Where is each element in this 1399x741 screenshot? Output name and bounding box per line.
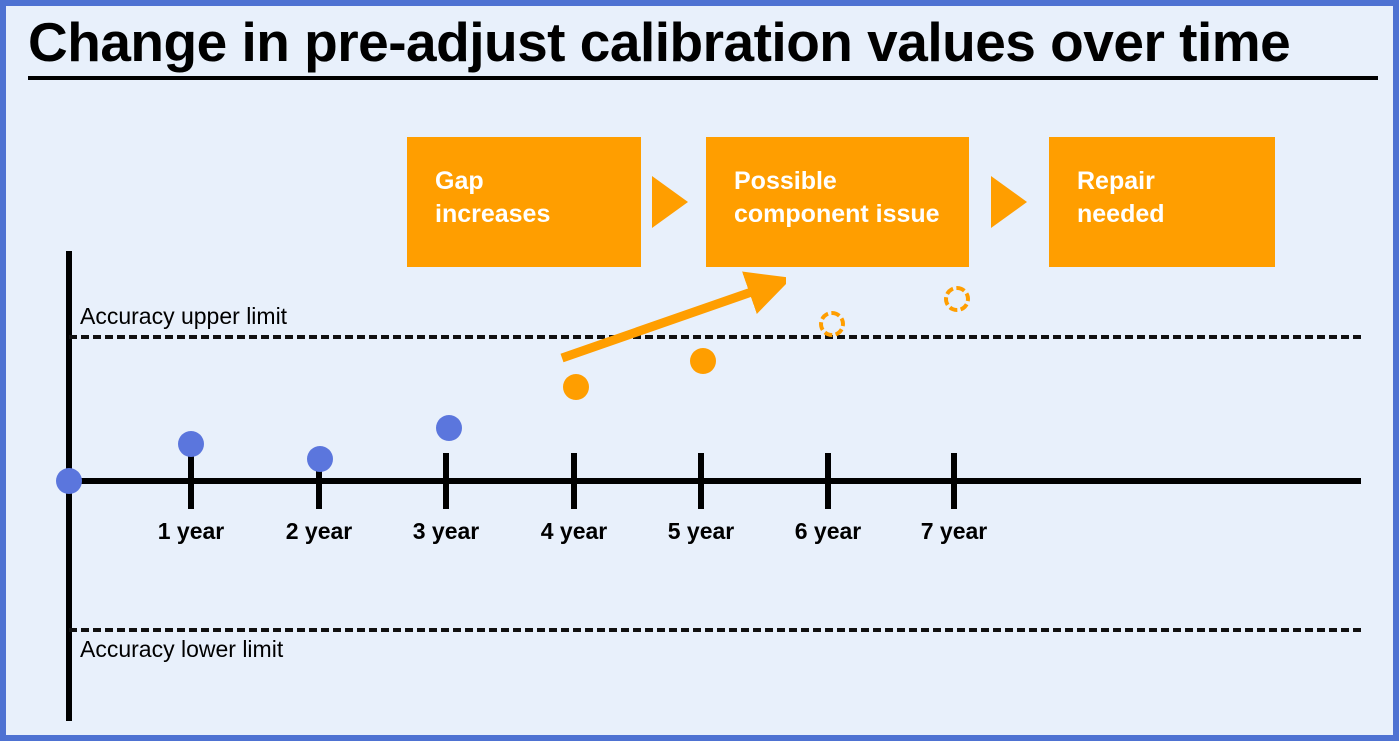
x-axis-tick-label: 5 year: [667, 518, 735, 544]
x-axis-tick-label: 2 year: [285, 518, 353, 544]
data-point: [178, 431, 204, 457]
flow-box-line1: Repair: [1077, 167, 1155, 195]
flow-box-possible-component-issue[interactable]: Possible component issue: [706, 137, 969, 267]
x-axis-tick: [571, 453, 577, 509]
data-point: [563, 374, 589, 400]
x-axis-line: [66, 478, 1361, 484]
page-title: Change in pre-adjust calibration values …: [28, 13, 1378, 80]
data-point: [819, 311, 845, 337]
flow-box-repair-needed[interactable]: Repair needed: [1049, 137, 1275, 267]
x-axis-tick-label: 6 year: [794, 518, 862, 544]
flow-box-line2: component issue: [734, 200, 940, 228]
flow-box-gap-increases[interactable]: Gap increases: [407, 137, 641, 267]
x-axis-tick-label: 7 year: [920, 518, 988, 544]
data-point: [436, 415, 462, 441]
flow-box-line1: Possible: [734, 167, 837, 195]
flow-box-line2: needed: [1077, 200, 1165, 228]
x-axis-tick-label: 4 year: [540, 518, 608, 544]
data-point: [307, 446, 333, 472]
accuracy-upper-limit-line: [69, 335, 1361, 339]
triangle-right-icon: [991, 176, 1027, 228]
accuracy-upper-limit-label: Accuracy upper limit: [80, 303, 288, 329]
x-axis-tick: [188, 453, 194, 509]
x-axis-tick: [316, 453, 322, 509]
x-axis-tick: [951, 453, 957, 509]
data-point: [56, 468, 82, 494]
x-axis-tick: [443, 453, 449, 509]
data-point: [690, 348, 716, 374]
flow-box-line1: Gap: [435, 167, 484, 195]
x-axis-tick: [825, 453, 831, 509]
data-point: [944, 286, 970, 312]
accuracy-lower-limit-label: Accuracy lower limit: [80, 636, 284, 662]
flow-box-line2: increases: [435, 200, 551, 228]
triangle-right-icon: [652, 176, 688, 228]
accuracy-lower-limit-line: [69, 628, 1361, 632]
x-axis-tick: [698, 453, 704, 509]
x-axis-tick-label: 1 year: [157, 518, 225, 544]
x-axis-tick-label: 3 year: [412, 518, 480, 544]
trend-arrow-icon: [560, 271, 786, 363]
